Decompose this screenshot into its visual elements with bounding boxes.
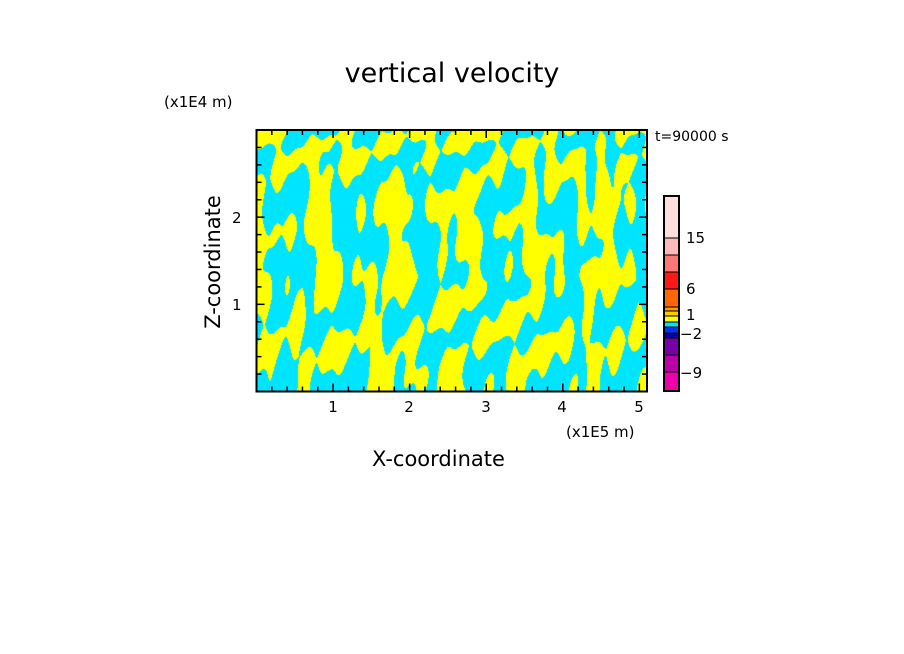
colorbar-segment: [663, 271, 680, 290]
x-tick-label: 1: [328, 398, 338, 416]
colorbar-segment: [663, 321, 680, 328]
colorbar-label: −9: [680, 364, 703, 382]
colorbar-label: 1: [686, 306, 696, 324]
x-tick-label: 5: [634, 398, 644, 416]
colorbar-segment: [663, 337, 680, 356]
colorbar-segment: [663, 195, 680, 239]
x-tick-label: 2: [404, 398, 414, 416]
contour-field: [257, 131, 647, 391]
y-tick-label: 2: [232, 209, 242, 227]
colorbar-segment: [663, 371, 680, 392]
plot-border: [255, 129, 648, 393]
x-axis-unit: (x1E5 m): [566, 423, 635, 441]
x-axis-label: X-coordinate: [372, 447, 505, 471]
colorbar-segment: [663, 315, 680, 323]
y-tick-label: 1: [232, 296, 242, 314]
colorbar-segment: [663, 310, 680, 317]
time-annotation: t=90000 s: [655, 129, 729, 145]
colorbar-segment: [663, 354, 680, 373]
x-tick-label: 4: [557, 398, 567, 416]
y-axis-unit: (x1E4 m): [164, 93, 233, 111]
colorbar-segment: [663, 332, 680, 339]
colorbar-label: 15: [686, 229, 706, 247]
colorbar-border: [663, 195, 680, 392]
colorbar-segment: [663, 326, 680, 334]
x-tick-label: 3: [481, 398, 491, 416]
colorbar-segment: [663, 254, 680, 273]
colorbar-label: 6: [686, 280, 696, 298]
colorbar-label: −2: [680, 325, 703, 343]
colorbar-segment: [663, 237, 680, 256]
colorbar-segment: [663, 288, 680, 308]
colorbar-segment: [663, 306, 680, 312]
chart-title: vertical velocity: [344, 58, 560, 89]
